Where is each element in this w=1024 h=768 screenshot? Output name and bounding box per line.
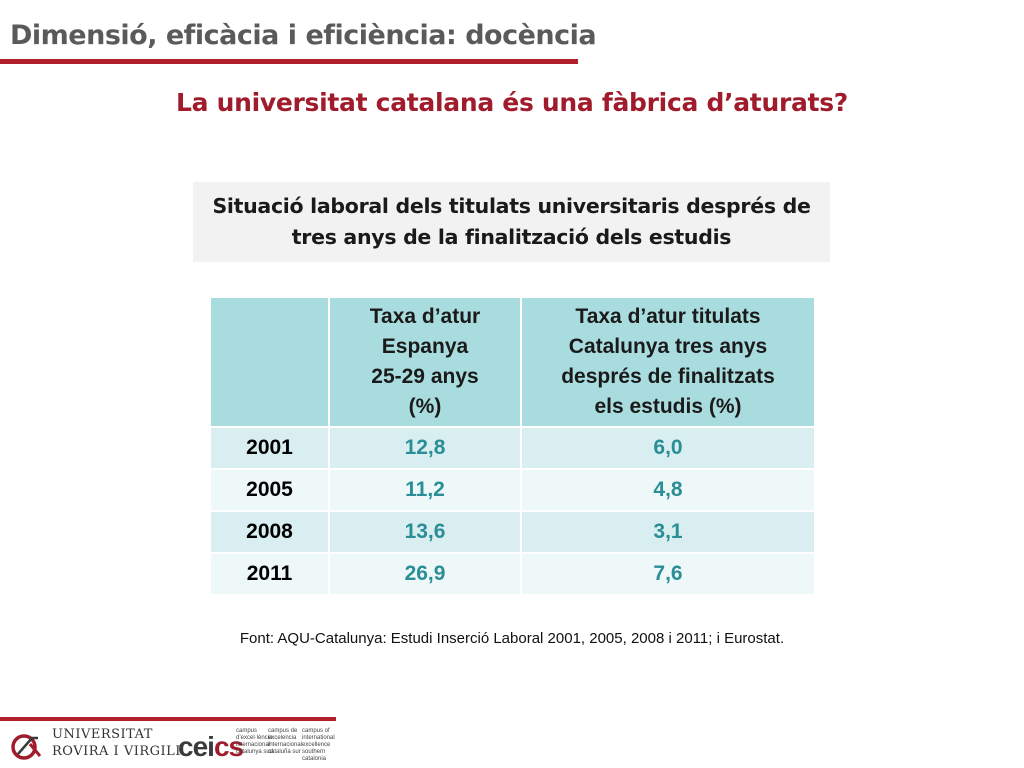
table-row: 2005 11,2 4,8 <box>209 468 816 512</box>
table-row: 2011 26,9 7,6 <box>209 552 816 596</box>
table-header-row: Taxa d’atur Espanya 25-29 anys (%) Taxa … <box>209 296 816 428</box>
year-cell: 2008 <box>209 510 330 554</box>
year-cell: 2011 <box>209 552 330 596</box>
campus-label-en: campus of international excellence south… <box>302 728 335 762</box>
header-spain-rate: Taxa d’atur Espanya 25-29 anys (%) <box>328 296 522 428</box>
campus-label-es: campus de excelencia internacional catal… <box>268 728 303 755</box>
slide-main-title: La universitat catalana és una fàbrica d… <box>176 88 848 117</box>
year-cell: 2001 <box>209 426 330 470</box>
year-cell: 2005 <box>209 468 330 512</box>
table-row: 2008 13,6 3,1 <box>209 510 816 554</box>
caption-line-2: tres anys de la finalització dels estudi… <box>291 225 732 249</box>
catalonia-rate-cell: 6,0 <box>520 426 816 470</box>
table-caption-box: Situació laboral dels titulats universit… <box>193 182 830 262</box>
urv-logo-icon <box>11 734 42 760</box>
source-note: Font: AQU-Catalunya: Estudi Inserció Lab… <box>239 630 785 647</box>
unemployment-table: Taxa d’atur Espanya 25-29 anys (%) Taxa … <box>209 296 816 596</box>
spain-rate-cell: 13,6 <box>328 510 522 554</box>
header-catalonia-rate: Taxa d’atur titulats Catalunya tres anys… <box>520 296 816 428</box>
spain-rate-cell: 11,2 <box>328 468 522 512</box>
header-divider <box>0 59 578 64</box>
table-row: 2001 12,8 6,0 <box>209 426 816 470</box>
header-empty-cell <box>209 296 330 428</box>
campus-label-ca: campus d’excel·lència internacional cata… <box>236 728 274 755</box>
university-name-line-1: Universitat <box>52 727 153 742</box>
catalonia-rate-cell: 4,8 <box>520 468 816 512</box>
catalonia-rate-cell: 3,1 <box>520 510 816 554</box>
spain-rate-cell: 26,9 <box>328 552 522 596</box>
cei-logo: ceics <box>178 731 244 762</box>
caption-line-1: Situació laboral dels titulats universit… <box>212 194 811 219</box>
footer-divider <box>0 717 336 721</box>
university-name-line-2: Rovira i Virgili <box>52 744 181 759</box>
university-name: Universitat Rovira i Virgili <box>52 726 181 760</box>
catalonia-rate-cell: 7,6 <box>520 552 816 596</box>
slide-header-title: Dimensió, eficàcia i eficiència: docènci… <box>10 20 597 51</box>
spain-rate-cell: 12,8 <box>328 426 522 470</box>
